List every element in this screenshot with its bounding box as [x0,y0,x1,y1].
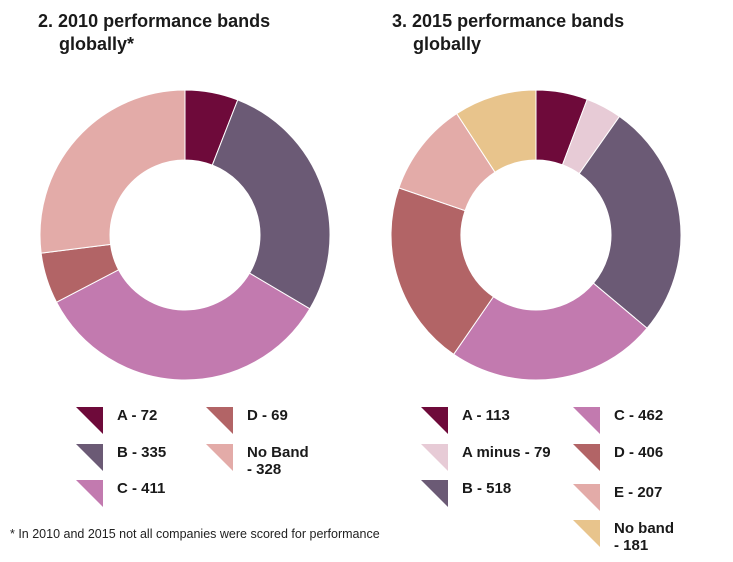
legend-swatch [421,444,448,471]
footnote: * In 2010 and 2015 not all companies wer… [10,527,380,541]
donut-slice-c [452,282,648,381]
legend-label: No Band - 328 [247,444,309,478]
legend-item-2015-a-minus: A minus - 79 [421,444,582,471]
chart-number: 3. [392,11,408,31]
legend-swatch [573,407,600,434]
donut-chart-2015 [390,89,682,381]
legend-label: C - 411 [117,480,166,497]
legend-label: A - 72 [117,407,158,424]
legend-swatch [76,407,103,434]
donut-slice-b [211,99,331,310]
chart-title-line2: globally [413,34,482,54]
legend-swatch [421,407,448,434]
donut-slice-no-band [456,89,537,173]
legend-label: B - 335 [117,444,167,461]
legend-swatch [76,480,103,507]
legend-item-2010-a: A - 72 [76,407,237,434]
legend-label: E - 207 [614,484,663,501]
legend-swatch [573,444,600,471]
chart-title-line1: 2015 performance bands [412,11,625,31]
chart-title-line2: globally* [59,34,135,54]
legend-item-2015-d: D - 406 [573,444,733,471]
legend-item-2015-a: A - 113 [421,407,582,434]
legend-item-2010-b: B - 335 [76,444,237,471]
legend-label: A minus - 79 [462,444,551,461]
donut-slice-b [578,115,682,329]
legend-swatch [573,484,600,511]
legend-label: C - 462 [614,407,664,424]
donut-chart-2010 [39,89,331,381]
donut-slice-c [55,269,311,381]
legend-item-2015-c: C - 462 [573,407,733,434]
legend-item-2015-b: B - 518 [421,480,582,507]
legend-item-2010-c: C - 411 [76,480,237,507]
legend-label: D - 69 [247,407,288,424]
donut-slice-no-band [39,89,186,254]
legend-swatch [206,407,233,434]
chart-number: 2. [38,11,54,31]
legend-label: B - 518 [462,480,512,497]
chart-title-2015: 3. 2015 performance bands globally [392,10,712,56]
legend-item-2010-no-band: No Band - 328 [206,444,367,478]
legend-swatch [206,444,233,471]
chart-title-line1: 2010 performance bands [58,11,271,31]
legend-item-2015-e: E - 207 [573,484,733,511]
legend-swatch [76,444,103,471]
legend-label: No band - 181 [614,520,674,554]
legend-item-2015-no-band: No band - 181 [573,520,733,554]
legend-item-2010-d: D - 69 [206,407,367,434]
legend-swatch [573,520,600,547]
chart-title-2010: 2. 2010 performance bands globally* [38,10,338,56]
legend-label: A - 113 [462,407,510,424]
legend-label: D - 406 [614,444,664,461]
legend-swatch [421,480,448,507]
donut-slice-d [390,187,495,356]
